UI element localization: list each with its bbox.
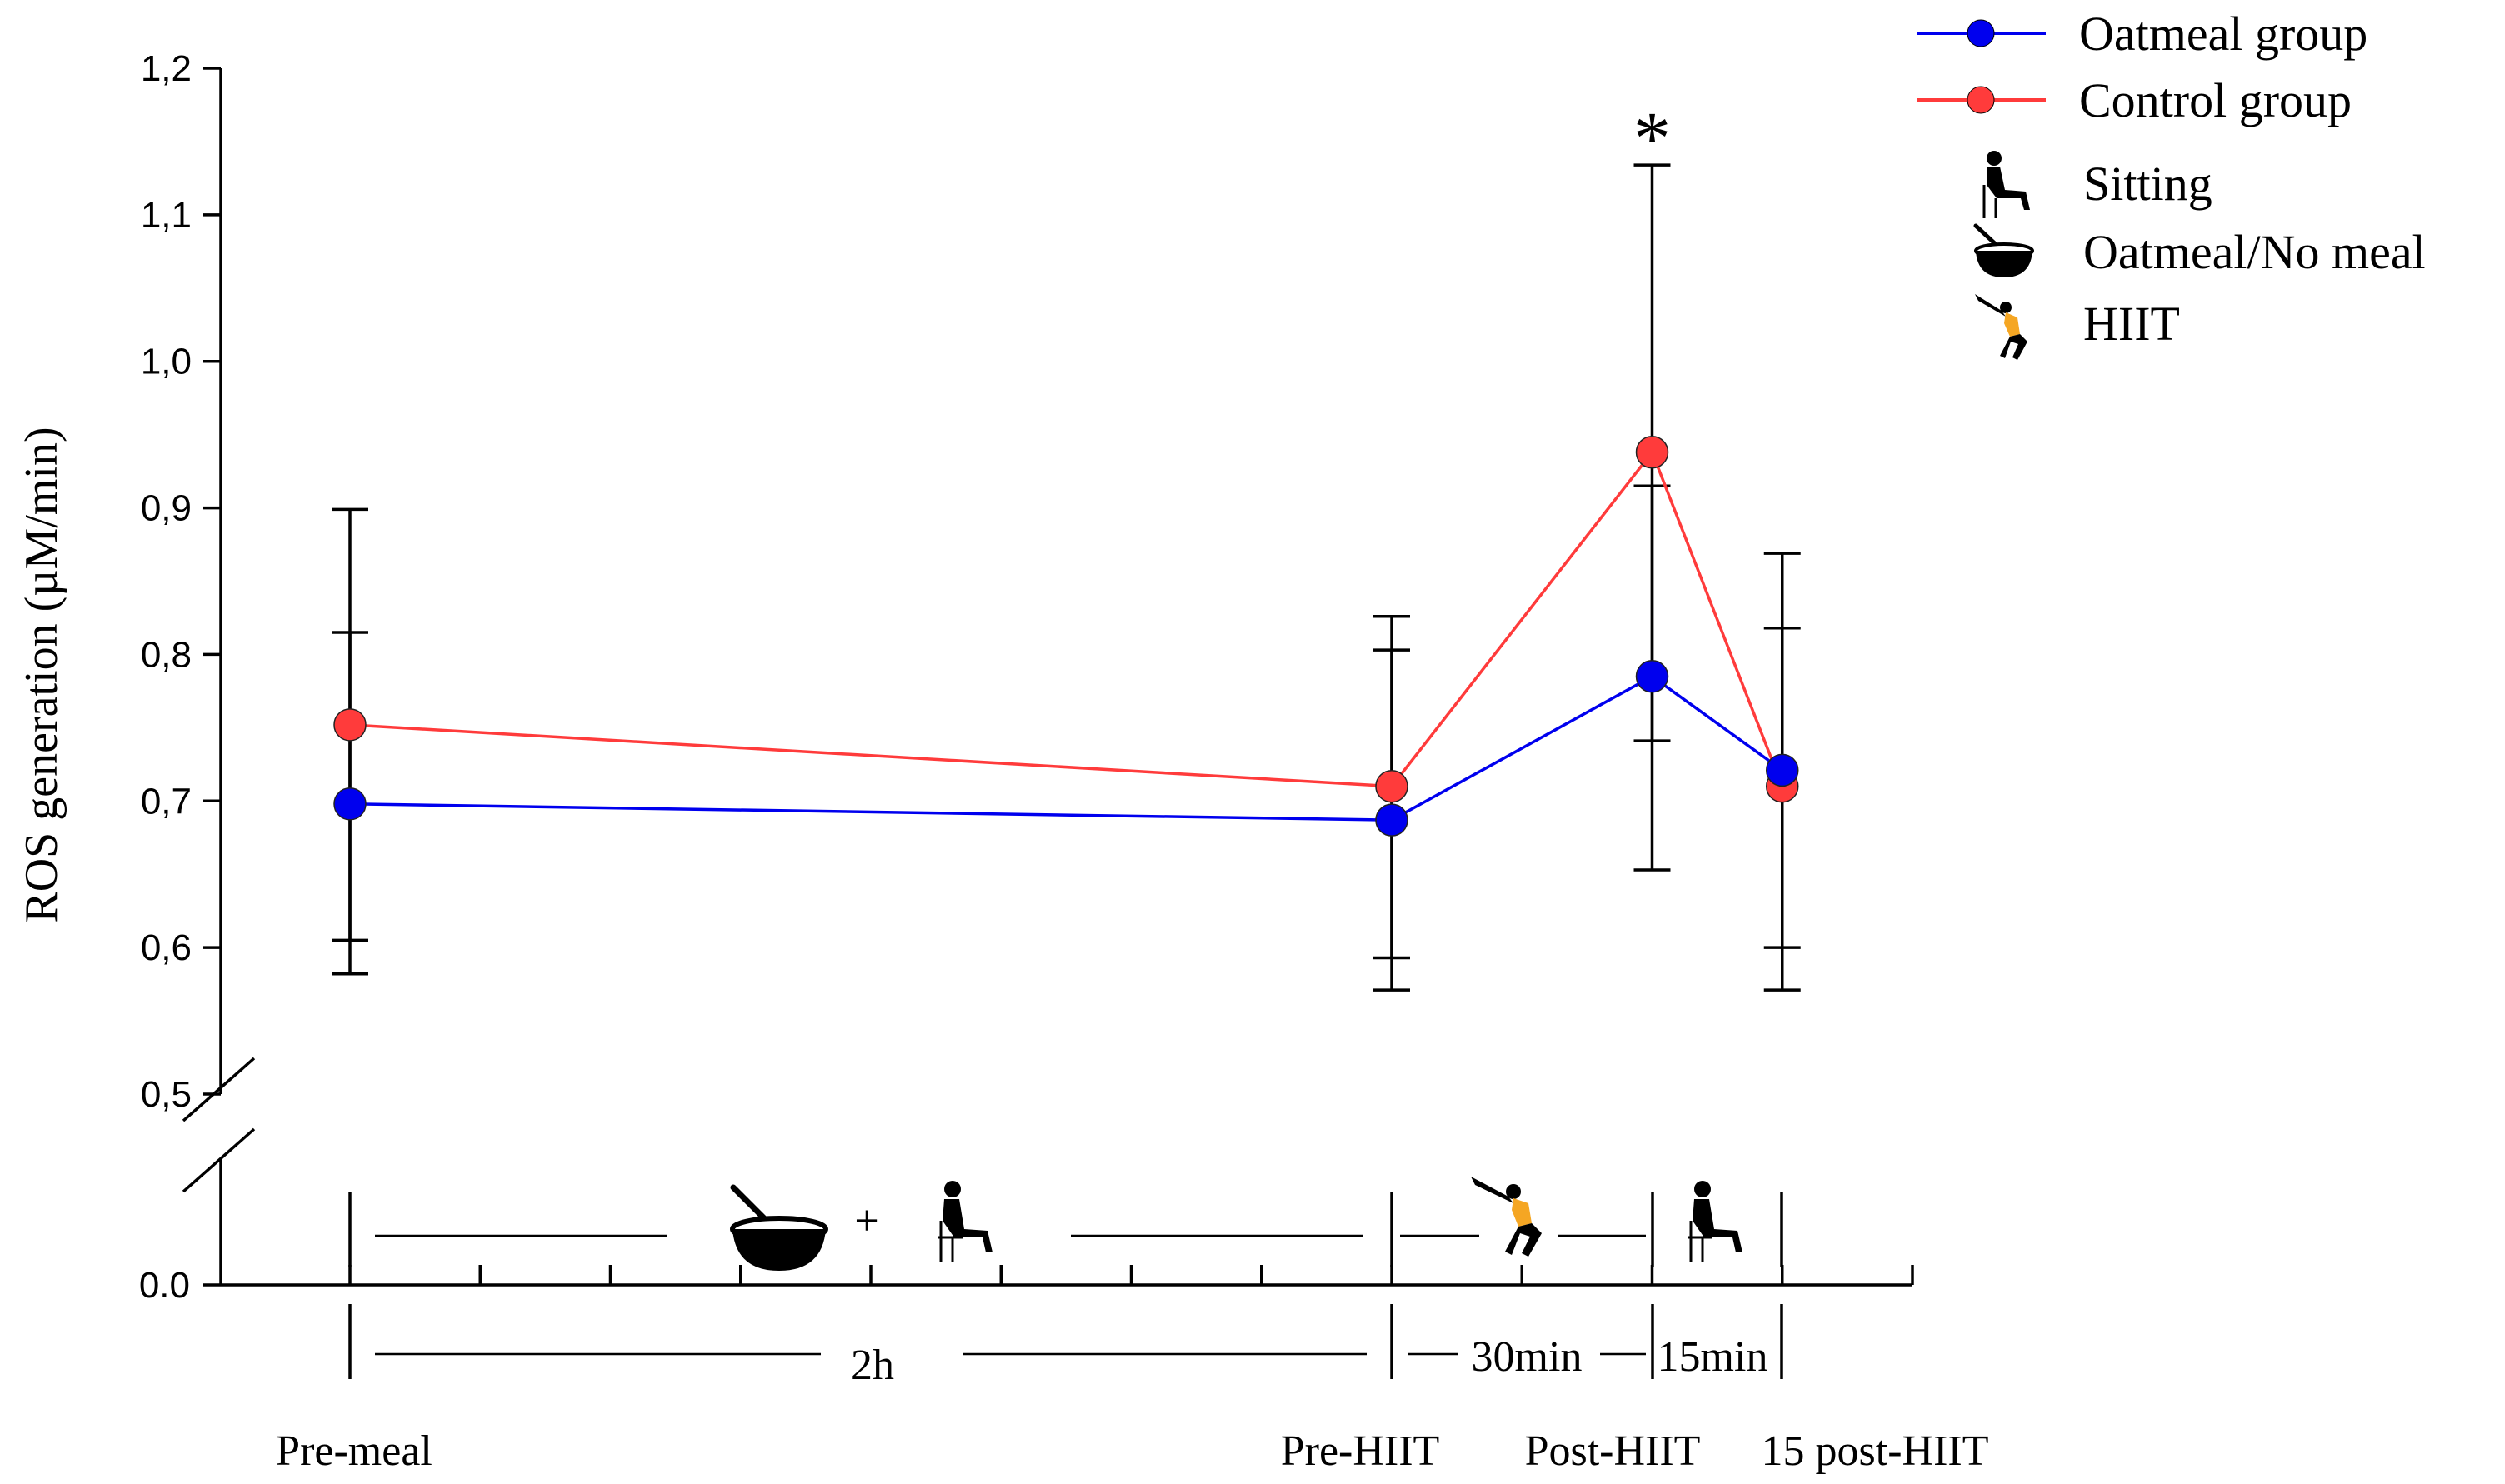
y-axis-label: ROS generation (µM/min) <box>16 427 68 922</box>
y-tick-label: 1,0 <box>141 342 192 382</box>
y-tick-label: 0,9 <box>141 488 192 529</box>
legend-label-hiit: HIIT <box>2083 297 2180 351</box>
y-ticks: 0,5 0,6 0,7 0,8 0,9 1,0 1,1 1,2 <box>141 48 221 1115</box>
hiit-icon <box>1975 294 2028 360</box>
data-point-oatmeal <box>1635 660 1669 693</box>
sitting-icon <box>938 1181 992 1262</box>
sitting-icon <box>1688 1181 1742 1262</box>
y-tick-label: 1,1 <box>141 195 192 236</box>
y-tick-label: 0,6 <box>141 927 192 968</box>
series-line-oatmeal <box>349 674 1783 822</box>
data-point-control <box>1635 435 1669 469</box>
x-label-pre-hiit: Pre-HIIT <box>1281 1427 1440 1475</box>
x-label-15-post-hiit: 15 post-HIIT <box>1762 1427 1989 1475</box>
y-tick-label-zero: 0.0 <box>139 1265 190 1306</box>
legend: Oatmeal group Control group Sitting Oatm… <box>1917 7 2426 360</box>
legend-label-control: Control group <box>2079 73 2352 127</box>
x-label-post-hiit: Post-HIIT <box>1525 1427 1701 1475</box>
y-tick-label: 1,2 <box>141 48 192 89</box>
hiit-icon <box>1471 1177 1542 1257</box>
legend-label-oatmeal: Oatmeal group <box>2079 7 2368 61</box>
x-minor-ticks <box>348 1265 1914 1285</box>
x-category-labels: Pre-meal Pre-HIIT Post-HIIT 15 post-HIIT <box>276 1427 1988 1475</box>
x-label-pre-meal: Pre-meal <box>276 1427 432 1475</box>
legend-marker-control <box>1967 86 1995 114</box>
significance-asterisk: * <box>1633 97 1671 180</box>
data-point-oatmeal <box>333 787 367 821</box>
axis-break-mark-upper <box>182 1057 256 1122</box>
data-point-control <box>1375 769 1408 803</box>
oatmeal-bowl-icon <box>1973 223 2034 277</box>
error-bars <box>332 163 1801 992</box>
legend-marker-oatmeal <box>1967 19 1995 47</box>
data-point-oatmeal <box>1766 753 1799 787</box>
axis-break-mark-lower <box>182 1127 256 1193</box>
y-tick-label: 0,5 <box>141 1074 192 1115</box>
data-point-oatmeal <box>1375 803 1408 837</box>
interval-label-2h: 2h <box>851 1342 894 1389</box>
interval-label-15min: 15min <box>1658 1333 1768 1381</box>
y-tick-label: 0,7 <box>141 781 192 822</box>
sitting-icon <box>1982 151 2030 218</box>
series-lines <box>349 449 1784 822</box>
y-tick-label: 0,8 <box>141 634 192 675</box>
series-line-control <box>349 449 1784 788</box>
interval-label-30min: 30min <box>1472 1333 1582 1381</box>
timeline-activities: + <box>348 1177 1783 1271</box>
legend-label-sitting: Sitting <box>2083 157 2212 211</box>
data-point-control <box>333 708 367 742</box>
oatmeal-bowl-icon <box>730 1184 828 1271</box>
series-points <box>333 435 1799 837</box>
legend-label-oatmeal-no-meal: Oatmeal/No meal <box>2083 225 2426 279</box>
timeline-durations: 2h 30min 15min <box>348 1304 1783 1389</box>
timeline-plus: + <box>854 1197 878 1245</box>
